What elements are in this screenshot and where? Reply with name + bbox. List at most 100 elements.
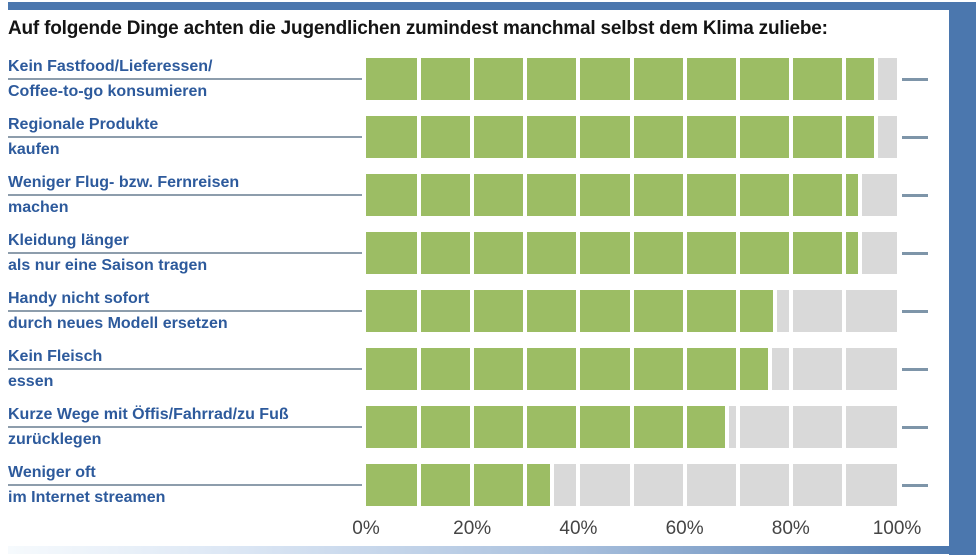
segment-divider (417, 290, 422, 332)
segment-divider (576, 464, 581, 506)
segment-divider (629, 174, 634, 216)
bar-track (366, 406, 897, 448)
chart-row: Weniger Flug- bzw. Fernreisen machen (8, 174, 952, 216)
segment-divider (576, 174, 581, 216)
bar-track (366, 464, 897, 506)
row-label-line1: Kein Fleisch (8, 348, 103, 365)
x-axis-tick-label: 40% (559, 518, 598, 539)
row-label-line2: essen (8, 373, 54, 390)
chart-title: Auf folgende Dinge achten die Jugendlich… (8, 18, 828, 39)
segment-divider (523, 116, 528, 158)
bar-fill (366, 464, 552, 506)
bar-chart: Kein Fastfood/Lieferessen/Coffee-to-go k… (8, 58, 952, 522)
row-label: Regionale Produkte kaufen (8, 116, 362, 158)
row-label-line2: kaufen (8, 141, 60, 158)
x-axis-tick-label: 100% (872, 518, 922, 539)
label-underline-rule (8, 426, 362, 428)
segment-divider (682, 464, 687, 506)
chart-row: Regionale Produkte kaufen (8, 116, 952, 158)
segment-divider (841, 58, 846, 100)
row-tick-dash (902, 367, 928, 371)
segment-divider (735, 116, 740, 158)
row-label-line1: Weniger oft (8, 464, 96, 481)
row-label: Weniger Flug- bzw. Fernreisen machen (8, 174, 362, 216)
segment-divider (735, 290, 740, 332)
segment-divider (629, 464, 634, 506)
segment-divider (841, 232, 846, 274)
x-axis-tick-label: 60% (665, 518, 704, 539)
x-axis-tick-label: 20% (453, 518, 492, 539)
bar-fill (366, 174, 860, 216)
segment-divider (788, 58, 793, 100)
chart-row: Kleidung länger als nur eine Saison trage… (8, 232, 952, 274)
label-underline-rule (8, 78, 362, 80)
segment-divider (470, 116, 475, 158)
segment-divider (629, 348, 634, 390)
segment-divider (841, 464, 846, 506)
row-tick-dash (902, 309, 928, 313)
segment-divider (417, 464, 422, 506)
bar-track (366, 232, 897, 274)
value-divider (725, 406, 730, 448)
row-tick-dash (902, 135, 928, 139)
bar-fill (366, 232, 860, 274)
bar-track (366, 116, 897, 158)
value-divider (873, 58, 878, 100)
segment-divider (629, 116, 634, 158)
row-label-line2: zurücklegen (8, 431, 102, 448)
label-underline-rule (8, 252, 362, 254)
segment-divider (470, 58, 475, 100)
x-axis-tick-label: 0% (352, 518, 380, 539)
x-axis: 0% 20% 40% 60% 80% 100% (352, 518, 921, 542)
segment-divider (682, 290, 687, 332)
segment-divider (576, 290, 581, 332)
bar-fill (366, 116, 876, 158)
segment-divider (841, 116, 846, 158)
segment-divider (576, 58, 581, 100)
chart-row: Kurze Wege mit Öffis/Fahrrad/zu Fuß zurüc… (8, 406, 952, 448)
segment-divider (523, 174, 528, 216)
row-label-line2: Coffee-to-go konsumieren (8, 83, 208, 100)
segment-divider (417, 58, 422, 100)
row-label: Kein Fleisch essen (8, 348, 362, 390)
segment-divider (788, 348, 793, 390)
label-underline-rule (8, 368, 362, 370)
frame-bottom-bar (8, 546, 949, 554)
segment-divider (788, 174, 793, 216)
row-label-line1: Weniger Flug- bzw. Fernreisen (8, 174, 240, 191)
frame-right-bar (949, 2, 976, 555)
chart-row: Weniger oft im Internet streamen (8, 464, 952, 506)
segment-divider (682, 174, 687, 216)
segment-divider (470, 348, 475, 390)
row-label-line1: Regionale Produkte (8, 116, 159, 133)
row-label: Kein Fastfood/Lieferessen/Coffee-to-go k… (8, 58, 362, 100)
row-label-line2: im Internet streamen (8, 489, 166, 506)
segment-divider (841, 174, 846, 216)
value-divider (857, 232, 862, 274)
row-tick-dash (902, 483, 928, 487)
segment-divider (788, 116, 793, 158)
segment-divider (417, 116, 422, 158)
segment-divider (682, 116, 687, 158)
chart-row: Kein Fastfood/Lieferessen/Coffee-to-go k… (8, 58, 952, 100)
chart-row: Kein Fleisch essen (8, 348, 952, 390)
bar-fill (366, 58, 876, 100)
segment-divider (682, 348, 687, 390)
segment-divider (735, 464, 740, 506)
segment-divider (417, 406, 422, 448)
row-label: Handy nicht sofort durch neues Modell ers… (8, 290, 362, 332)
segment-divider (523, 232, 528, 274)
label-underline-rule (8, 136, 362, 138)
segment-divider (470, 464, 475, 506)
segment-divider (841, 290, 846, 332)
segment-divider (788, 406, 793, 448)
row-label-line2: machen (8, 199, 69, 216)
bar-fill (366, 290, 775, 332)
label-underline-rule (8, 194, 362, 196)
row-tick-dash (902, 77, 928, 81)
segment-divider (523, 464, 528, 506)
value-divider (857, 174, 862, 216)
segment-divider (788, 464, 793, 506)
segment-divider (470, 406, 475, 448)
bar-fill (366, 406, 728, 448)
